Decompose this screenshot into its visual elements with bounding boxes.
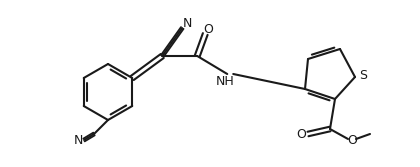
Text: N: N [183, 17, 192, 30]
Text: N: N [74, 134, 83, 147]
Text: NH: NH [216, 74, 235, 88]
Text: O: O [203, 23, 213, 36]
Text: O: O [296, 127, 306, 140]
Text: O: O [347, 134, 357, 147]
Text: S: S [359, 68, 367, 81]
